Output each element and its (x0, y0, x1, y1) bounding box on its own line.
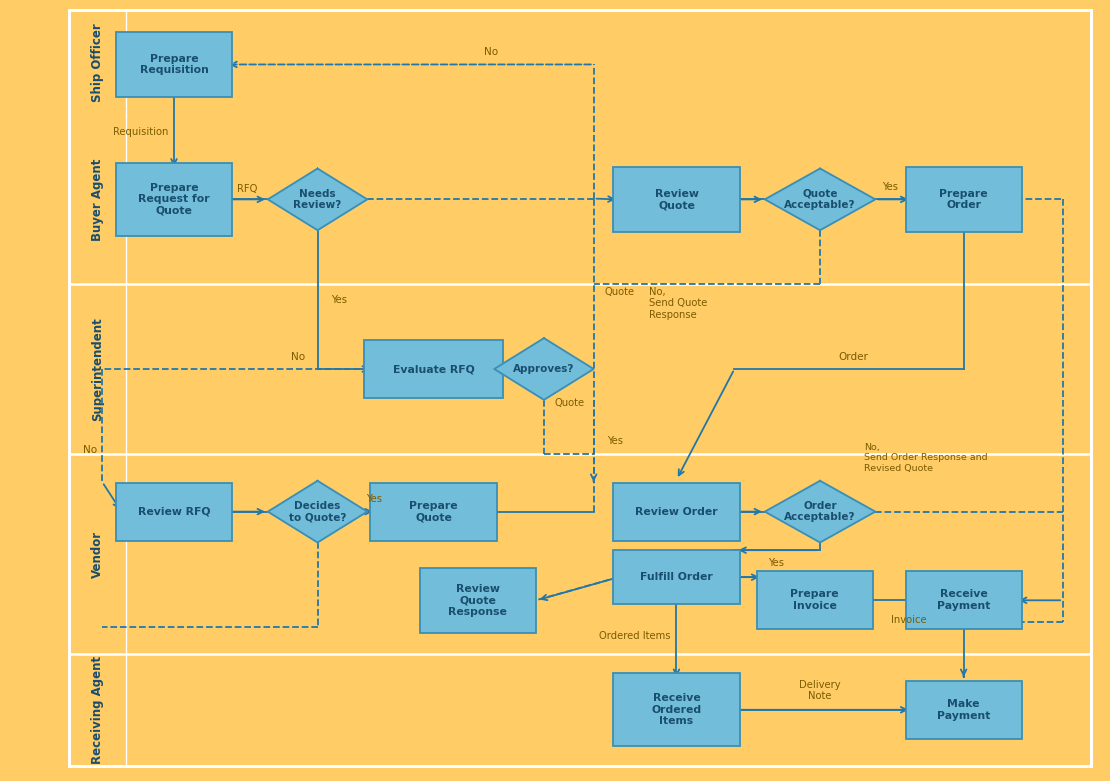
Text: No,
Send Quote
Response: No, Send Quote Response (649, 287, 707, 320)
FancyBboxPatch shape (370, 483, 497, 540)
Text: Prepare
Requisition: Prepare Requisition (140, 54, 209, 75)
Text: Prepare
Quote: Prepare Quote (410, 501, 457, 522)
Text: Prepare
Request for
Quote: Prepare Request for Quote (138, 183, 210, 216)
Polygon shape (268, 169, 367, 230)
FancyBboxPatch shape (906, 572, 1021, 629)
Text: Review
Quote: Review Quote (655, 188, 698, 210)
Text: Fulfill Order: Fulfill Order (640, 572, 713, 582)
Text: Quote: Quote (555, 398, 585, 408)
Text: Receive
Ordered
Items: Receive Ordered Items (652, 694, 702, 726)
Text: Review Order: Review Order (635, 507, 718, 517)
Text: RFQ: RFQ (236, 184, 258, 194)
FancyBboxPatch shape (613, 673, 740, 747)
FancyBboxPatch shape (757, 572, 872, 629)
Text: Superintendent: Superintendent (91, 317, 104, 421)
Text: Vendor: Vendor (91, 530, 104, 578)
Text: Order: Order (838, 351, 868, 362)
FancyBboxPatch shape (613, 550, 740, 604)
Text: Quote
Acceptable?: Quote Acceptable? (785, 188, 856, 210)
Text: Ship Officer: Ship Officer (91, 23, 104, 102)
FancyBboxPatch shape (364, 340, 503, 398)
Text: Quote: Quote (605, 287, 635, 297)
Text: Yes: Yes (331, 294, 346, 305)
Polygon shape (494, 338, 594, 400)
Text: Needs
Review?: Needs Review? (293, 188, 342, 210)
Polygon shape (765, 481, 876, 543)
Text: Order
Acceptable?: Order Acceptable? (785, 501, 856, 522)
FancyBboxPatch shape (906, 681, 1021, 739)
Text: Delivery
Note: Delivery Note (799, 679, 841, 701)
Text: Requisition: Requisition (113, 127, 169, 137)
FancyBboxPatch shape (115, 483, 232, 540)
Text: No: No (484, 47, 498, 57)
Polygon shape (268, 481, 367, 543)
FancyBboxPatch shape (613, 166, 740, 232)
Text: No,
Send Order Response and
Revised Quote: No, Send Order Response and Revised Quot… (865, 443, 988, 473)
Text: Prepare
Invoice: Prepare Invoice (790, 590, 839, 611)
Text: Approves?: Approves? (513, 364, 575, 374)
Text: Invoice: Invoice (890, 615, 926, 625)
FancyBboxPatch shape (420, 568, 536, 633)
Text: Yes: Yes (607, 437, 623, 446)
Text: Yes: Yes (366, 494, 382, 505)
Text: Prepare
Order: Prepare Order (939, 188, 988, 210)
FancyBboxPatch shape (906, 166, 1021, 232)
FancyBboxPatch shape (115, 162, 232, 236)
Text: Receive
Payment: Receive Payment (937, 590, 990, 611)
Text: Review
Quote
Response: Review Quote Response (448, 583, 507, 617)
Text: Buyer Agent: Buyer Agent (91, 159, 104, 241)
Text: Decides
to Quote?: Decides to Quote? (289, 501, 346, 522)
FancyBboxPatch shape (115, 32, 232, 97)
Text: Yes: Yes (882, 182, 898, 192)
Text: Evaluate RFQ: Evaluate RFQ (393, 364, 474, 374)
Text: Yes: Yes (768, 558, 784, 568)
Text: Review RFQ: Review RFQ (138, 507, 210, 517)
Text: No: No (82, 445, 97, 455)
FancyBboxPatch shape (69, 10, 1091, 766)
Text: Receiving Agent: Receiving Agent (91, 656, 104, 765)
FancyBboxPatch shape (613, 483, 740, 540)
Text: Ordered Items: Ordered Items (599, 631, 670, 640)
Text: Make
Payment: Make Payment (937, 699, 990, 721)
Polygon shape (765, 169, 876, 230)
Text: No: No (291, 351, 305, 362)
